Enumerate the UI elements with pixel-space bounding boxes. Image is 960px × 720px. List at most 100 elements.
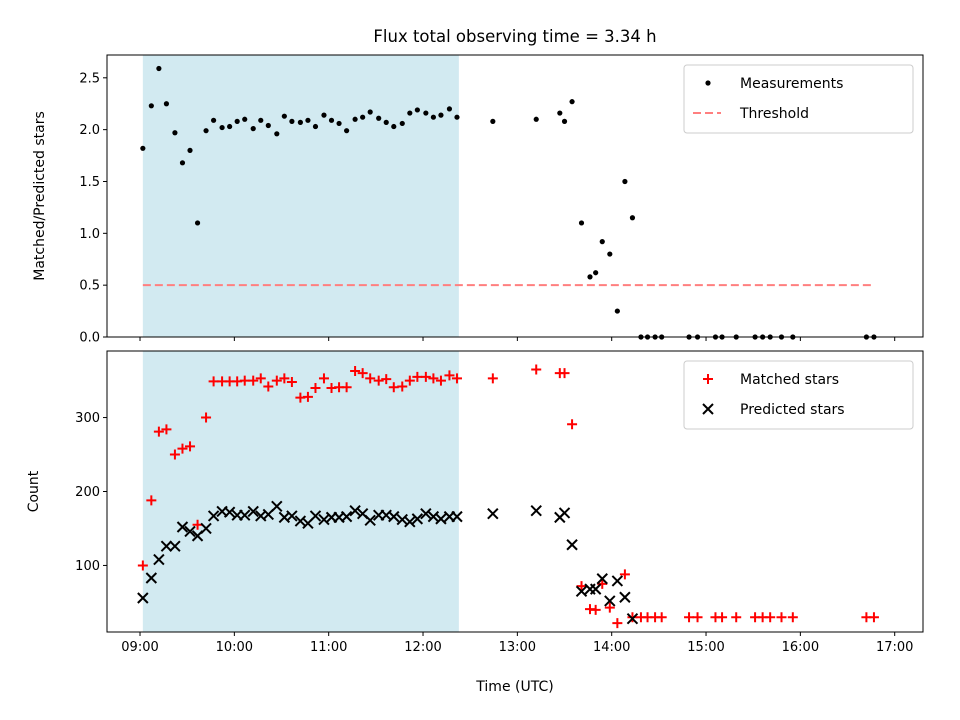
measurement-point	[242, 116, 248, 122]
measurement-point	[258, 117, 264, 123]
matched-star-point	[604, 602, 615, 613]
matched-star-point	[787, 612, 798, 623]
measurement-point	[210, 117, 217, 123]
predicted-star-point	[184, 525, 196, 538]
measurement-point	[629, 215, 636, 221]
predicted-star-point	[309, 510, 322, 522]
chart-title: Flux total observing time = 3.34 h	[373, 27, 656, 46]
measurement-point	[250, 126, 256, 132]
matched-star-point	[279, 373, 290, 384]
measurement-point	[289, 118, 295, 124]
ratio-panel-legend: Measurements Threshold	[683, 64, 914, 134]
predicted-star-point	[176, 521, 189, 533]
predicted-star-point	[137, 592, 149, 604]
matched-star-point	[397, 381, 408, 392]
measurement-point	[312, 123, 319, 130]
predicted-star-point	[169, 540, 181, 552]
measurement-point	[179, 160, 186, 166]
matched-star-point	[161, 424, 172, 435]
predicted-star-point	[388, 510, 400, 523]
x-tick-label: 11:00	[310, 640, 347, 655]
matched-star-point	[412, 371, 423, 382]
y-tick-label: 100	[75, 559, 100, 574]
predicted-star-point	[286, 510, 298, 522]
measurement-point	[148, 103, 154, 109]
measurement-point	[376, 115, 382, 121]
measurement-point	[163, 101, 170, 107]
predicted-star-point	[160, 540, 173, 552]
matched-star-point	[656, 612, 667, 623]
predicted-star-point	[145, 572, 158, 584]
matched-star-point	[776, 612, 787, 623]
predicted-star-point	[207, 510, 220, 522]
matched-star-point	[444, 370, 455, 381]
x-tick-label: 16:00	[782, 640, 819, 655]
measurement-point	[490, 118, 496, 124]
ratio-panel-frame	[106, 54, 924, 338]
predicted-star-point	[247, 505, 259, 518]
matched-star-point	[627, 612, 638, 623]
matched-star-point	[684, 612, 695, 623]
x-tick-label: 13:00	[499, 640, 536, 655]
measurement-point	[446, 106, 453, 112]
matched-star-point	[567, 419, 578, 430]
measurement-point	[614, 308, 620, 314]
measurement-point	[265, 122, 271, 129]
legend-label: Measurements	[740, 76, 843, 92]
predicted-star-point	[626, 612, 639, 625]
predicted-star-point	[451, 510, 463, 523]
ratio-panel: 0.0 0.5 1.0 1.5 2.0 2.5 Matched/Predicted sta…	[32, 54, 924, 346]
predicted-star-point	[271, 500, 283, 512]
measurement-point	[569, 99, 575, 105]
y-tick-label: 0.5	[79, 279, 100, 294]
predicted-star-point	[364, 514, 376, 527]
legend-marker	[703, 374, 713, 384]
matched-star-point	[137, 560, 148, 571]
y-tick-label: 2.5	[79, 71, 100, 86]
predicted-star-point	[153, 553, 165, 566]
predicted-star-point	[487, 507, 499, 520]
matched-star-point	[612, 618, 623, 629]
measurement-point	[156, 65, 162, 72]
y-tick-label: 200	[75, 485, 100, 500]
measurement-point	[607, 251, 613, 257]
legend-label: Matched stars	[740, 372, 839, 388]
y-tick-label: 0.0	[79, 331, 100, 346]
matched-star-point	[350, 365, 361, 376]
predicted-star-point	[611, 575, 624, 587]
matched-star-point	[201, 412, 212, 423]
measurement-point	[194, 220, 201, 226]
measurement-point	[533, 116, 539, 122]
measurement-point	[407, 110, 413, 116]
observing-window-span	[142, 55, 459, 337]
matched-star-point	[192, 519, 203, 530]
legend-box	[683, 360, 914, 430]
matched-star-point	[365, 373, 376, 384]
x-axis-label: Time (UTC)	[475, 679, 553, 695]
matched-star-point	[731, 612, 742, 623]
series-matched-stars	[137, 364, 879, 629]
measurement-point	[367, 109, 373, 115]
measurement-point	[227, 123, 233, 130]
legend-label: Threshold	[739, 106, 809, 122]
measurement-point	[593, 270, 599, 276]
measurement-point	[578, 220, 585, 226]
legend-swatch	[702, 403, 714, 415]
predicted-star-point	[566, 539, 578, 551]
matched-star-point	[597, 578, 608, 589]
x-tick-label: 10:00	[216, 640, 253, 655]
legend-marker	[702, 403, 714, 415]
measurement-point	[203, 128, 209, 134]
matched-star-point	[868, 612, 879, 623]
measurement-point	[423, 110, 429, 116]
measurement-point	[414, 107, 420, 113]
legend-swatch	[705, 80, 711, 86]
matched-star-point	[717, 612, 728, 623]
legend-box	[683, 64, 914, 134]
predicted-star-point	[619, 591, 631, 603]
matched-star-point	[185, 441, 196, 452]
predicted-star-point	[200, 522, 212, 535]
matched-star-point	[318, 373, 329, 384]
predicted-star-point	[435, 513, 447, 525]
measurement-point	[599, 239, 605, 245]
